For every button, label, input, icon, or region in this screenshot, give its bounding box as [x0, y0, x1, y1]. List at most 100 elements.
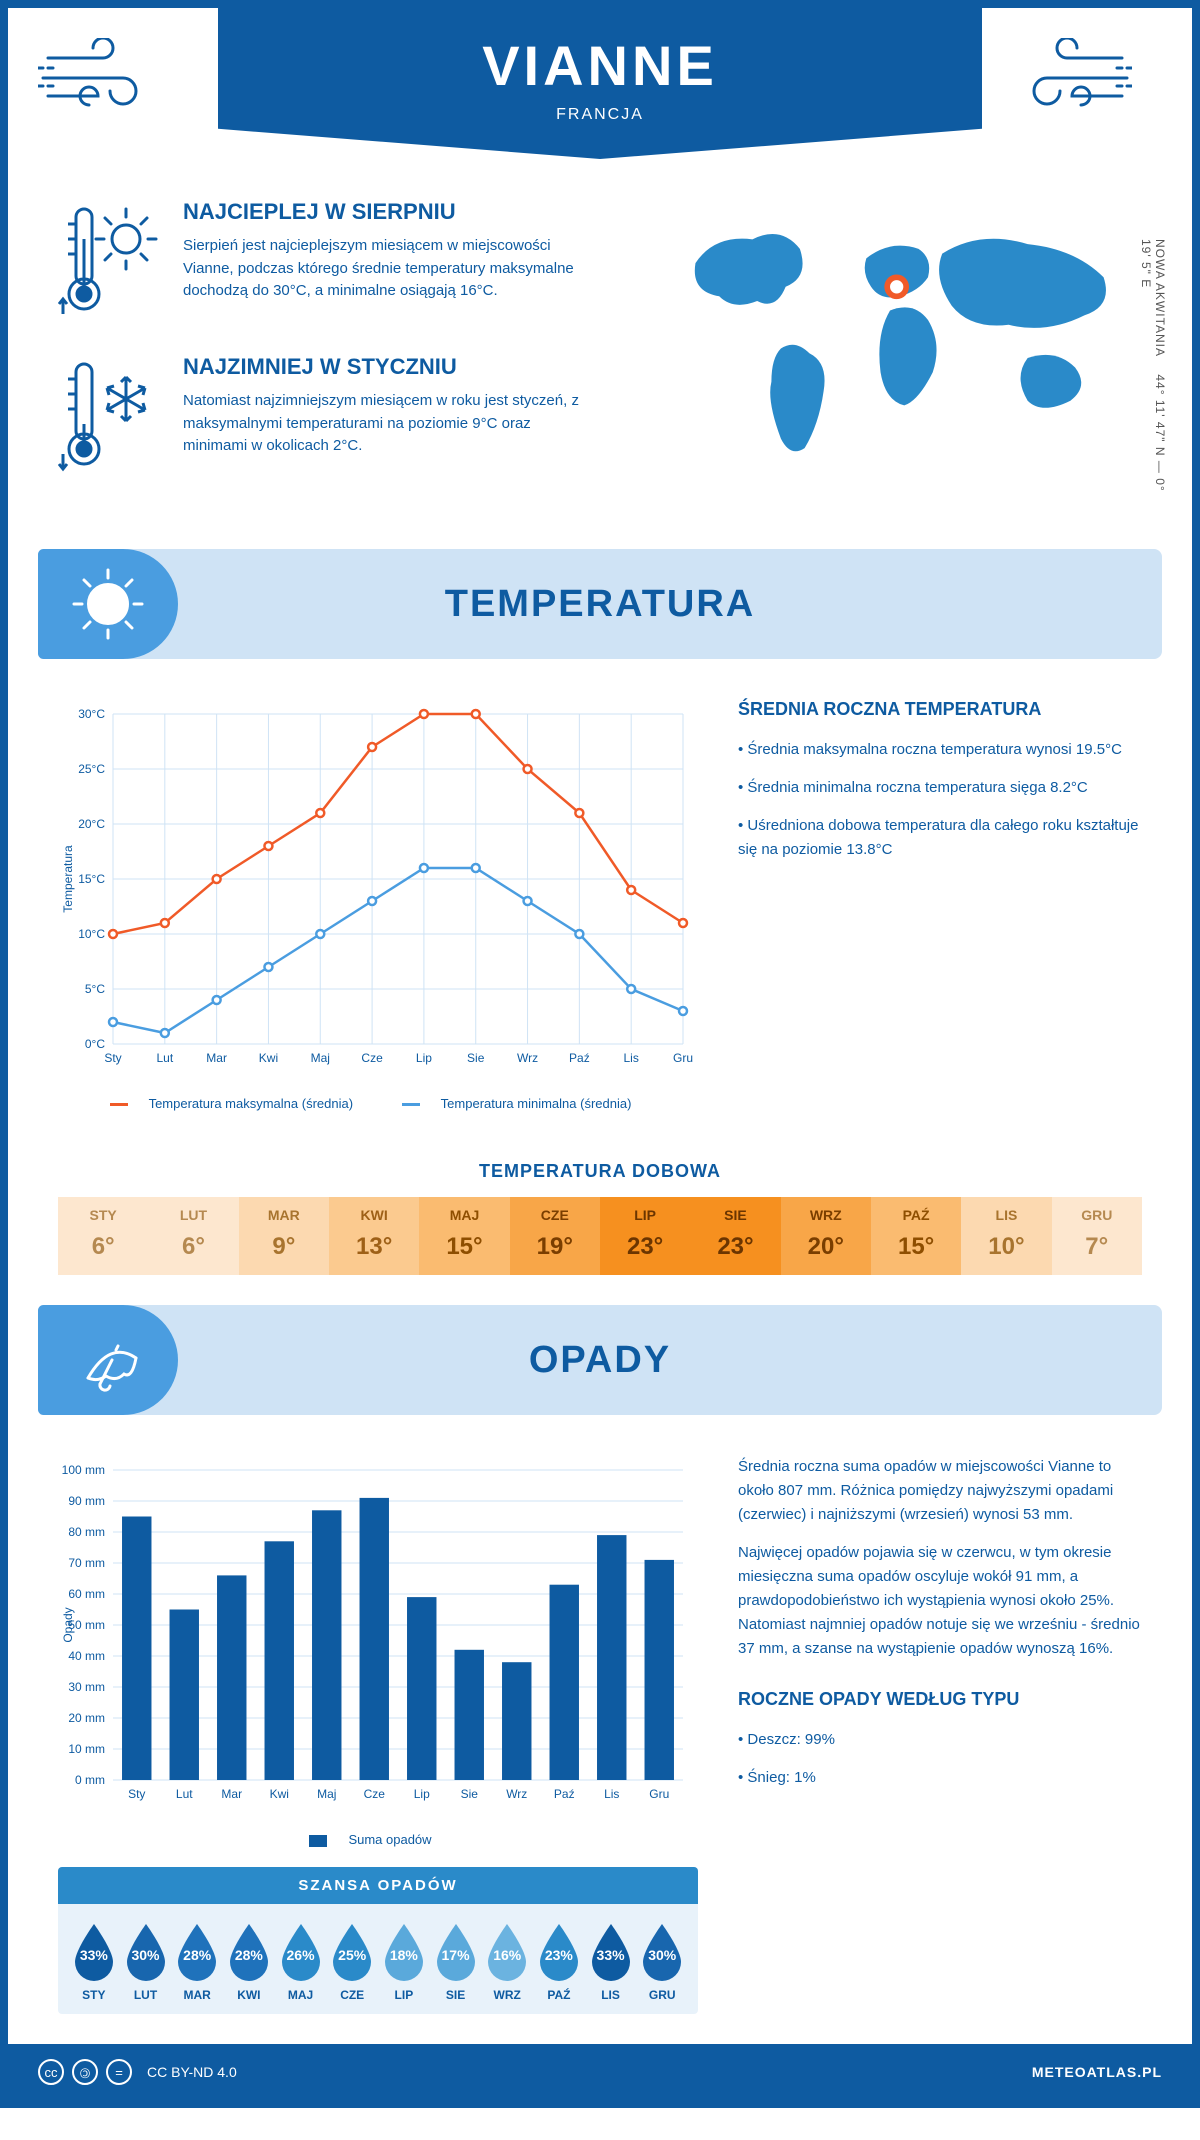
- section-title: TEMPERATURA: [445, 583, 756, 626]
- dobowa-cell: LIP23°: [600, 1197, 690, 1275]
- svg-text:Kwi: Kwi: [270, 1787, 289, 1801]
- feature-title: NAJZIMNIEJ W STYCZNIU: [183, 354, 583, 380]
- cc-icons: cc 🄯 =: [38, 2059, 132, 2085]
- svg-text:0°C: 0°C: [85, 1037, 105, 1051]
- feature-title: NAJCIEPLEJ W SIERPNIU: [183, 199, 583, 225]
- dobowa-cell: GRU7°: [1052, 1197, 1142, 1275]
- dobowa-cell: LUT6°: [148, 1197, 238, 1275]
- svg-text:10 mm: 10 mm: [68, 1742, 105, 1756]
- dobowa-cell: LIS10°: [961, 1197, 1051, 1275]
- para: Średnia roczna suma opadów w miejscowośc…: [738, 1455, 1142, 1527]
- cc-icon: cc: [38, 2059, 64, 2085]
- dobowa-table: STY6°LUT6°MAR9°KWI13°MAJ15°CZE19°LIP23°S…: [58, 1197, 1142, 1275]
- city-name: VIANNE: [258, 33, 942, 98]
- section-temperature: TEMPERATURA: [38, 549, 1162, 659]
- feature-desc: Sierpień jest najcieplejszym miesiącem w…: [183, 235, 583, 303]
- feature-warmest: NAJCIEPLEJ W SIERPNIU Sierpień jest najc…: [58, 199, 627, 324]
- droplet-cell: 30%GRU: [636, 1922, 688, 2002]
- svg-text:Cze: Cze: [361, 1051, 383, 1065]
- svg-text:Wrz: Wrz: [506, 1787, 527, 1801]
- dobowa-cell: KWI13°: [329, 1197, 419, 1275]
- type-bullet: • Śnieg: 1%: [738, 1766, 1142, 1790]
- svg-text:Lut: Lut: [176, 1787, 193, 1801]
- by-icon: 🄯: [72, 2059, 98, 2085]
- svg-text:0 mm: 0 mm: [75, 1773, 105, 1787]
- opady-chart-legend: Suma opadów: [58, 1832, 698, 1847]
- svg-text:Wrz: Wrz: [517, 1051, 538, 1065]
- bullet: • Średnia maksymalna roczna temperatura …: [738, 738, 1142, 762]
- svg-text:90 mm: 90 mm: [68, 1494, 105, 1508]
- svg-text:Lip: Lip: [414, 1787, 430, 1801]
- feature-desc: Natomiast najzimniejszym miesiącem w rok…: [183, 390, 583, 458]
- svg-text:Paź: Paź: [554, 1787, 575, 1801]
- temp-chart-legend: Temperatura maksymalna (średnia) Tempera…: [58, 1096, 698, 1111]
- wind-icon-right: [1012, 8, 1162, 123]
- brand: METEOATLAS.PL: [1032, 2064, 1162, 2080]
- dobowa-cell: SIE23°: [690, 1197, 780, 1275]
- svg-text:Gru: Gru: [673, 1051, 693, 1065]
- svg-text:40 mm: 40 mm: [68, 1649, 105, 1663]
- intro-section: NAJCIEPLEJ W SIERPNIU Sierpień jest najc…: [8, 159, 1192, 539]
- svg-text:5°C: 5°C: [85, 982, 105, 996]
- droplet-cell: 23%PAŹ: [533, 1922, 585, 2002]
- svg-text:20 mm: 20 mm: [68, 1711, 105, 1725]
- svg-text:25°C: 25°C: [78, 762, 105, 776]
- droplet-cell: 28%MAR: [171, 1922, 223, 2002]
- svg-text:Lut: Lut: [156, 1051, 173, 1065]
- droplet-cell: 16%WRZ: [481, 1922, 533, 2002]
- country-name: FRANCJA: [258, 106, 942, 124]
- bullet: • Uśredniona dobowa temperatura dla całe…: [738, 814, 1142, 862]
- szansa-droplets: 33%STY30%LUT28%MAR28%KWI26%MAJ25%CZE18%L…: [58, 1904, 698, 2014]
- header: VIANNE FRANCJA: [8, 8, 1192, 159]
- svg-text:Sie: Sie: [467, 1051, 485, 1065]
- dobowa-cell: MAJ15°: [419, 1197, 509, 1275]
- dobowa-cell: PAŹ15°: [871, 1197, 961, 1275]
- droplet-cell: 33%LIS: [585, 1922, 637, 2002]
- svg-text:100 mm: 100 mm: [62, 1463, 105, 1477]
- nd-icon: =: [106, 2059, 132, 2085]
- section-opady: OPADY: [38, 1305, 1162, 1415]
- svg-text:Opady: Opady: [61, 1607, 75, 1642]
- temperature-info: ŚREDNIA ROCZNA TEMPERATURA • Średnia mak…: [738, 699, 1142, 1111]
- droplet-cell: 17%SIE: [430, 1922, 482, 2002]
- thermometer-sun-icon: [58, 199, 158, 324]
- svg-text:10°C: 10°C: [78, 927, 105, 941]
- dobowa-title: TEMPERATURA DOBOWA: [8, 1161, 1192, 1182]
- dobowa-cell: CZE19°: [510, 1197, 600, 1275]
- info-heading: ŚREDNIA ROCZNA TEMPERATURA: [738, 699, 1142, 720]
- opady-bar-chart: 0 mm10 mm20 mm30 mm40 mm50 mm60 mm70 mm8…: [58, 1455, 698, 1815]
- svg-text:Sty: Sty: [104, 1051, 121, 1065]
- svg-text:30 mm: 30 mm: [68, 1680, 105, 1694]
- svg-text:Kwi: Kwi: [259, 1051, 278, 1065]
- para: Najwięcej opadów pojawia się w czerwcu, …: [738, 1541, 1142, 1661]
- svg-text:Gru: Gru: [649, 1787, 669, 1801]
- svg-text:30°C: 30°C: [78, 707, 105, 721]
- droplet-cell: 33%STY: [68, 1922, 120, 2002]
- opady-info: Średnia roczna suma opadów w miejscowośc…: [738, 1455, 1142, 2014]
- svg-text:Sty: Sty: [128, 1787, 145, 1801]
- droplet-cell: 28%KWI: [223, 1922, 275, 2002]
- coordinates: NOWA AKWITANIA 44° 11' 47" N — 0° 19' 5"…: [1139, 239, 1167, 509]
- svg-text:Paź: Paź: [569, 1051, 590, 1065]
- footer: cc 🄯 = CC BY-ND 4.0 METEOATLAS.PL: [8, 2044, 1192, 2100]
- droplet-cell: 25%CZE: [326, 1922, 378, 2002]
- svg-text:15°C: 15°C: [78, 872, 105, 886]
- svg-text:80 mm: 80 mm: [68, 1525, 105, 1539]
- license-text: CC BY-ND 4.0: [147, 2064, 237, 2080]
- section-title: OPADY: [529, 1339, 671, 1382]
- sun-icon: [38, 549, 178, 659]
- world-map: [667, 199, 1142, 484]
- bullet: • Średnia minimalna roczna temperatura s…: [738, 776, 1142, 800]
- wind-icon-left: [38, 8, 188, 123]
- svg-text:Lis: Lis: [624, 1051, 639, 1065]
- svg-text:Sie: Sie: [461, 1787, 479, 1801]
- temperature-line-chart: 0°C5°C10°C15°C20°C25°C30°CStyLutMarKwiMa…: [58, 699, 698, 1079]
- svg-text:20°C: 20°C: [78, 817, 105, 831]
- title-banner: VIANNE FRANCJA: [218, 8, 982, 159]
- svg-text:Mar: Mar: [221, 1787, 242, 1801]
- umbrella-icon: [38, 1305, 178, 1415]
- svg-text:Lip: Lip: [416, 1051, 432, 1065]
- svg-text:Temperatura: Temperatura: [61, 845, 75, 913]
- feature-coldest: NAJZIMNIEJ W STYCZNIU Natomiast najzimni…: [58, 354, 627, 479]
- svg-text:Cze: Cze: [364, 1787, 386, 1801]
